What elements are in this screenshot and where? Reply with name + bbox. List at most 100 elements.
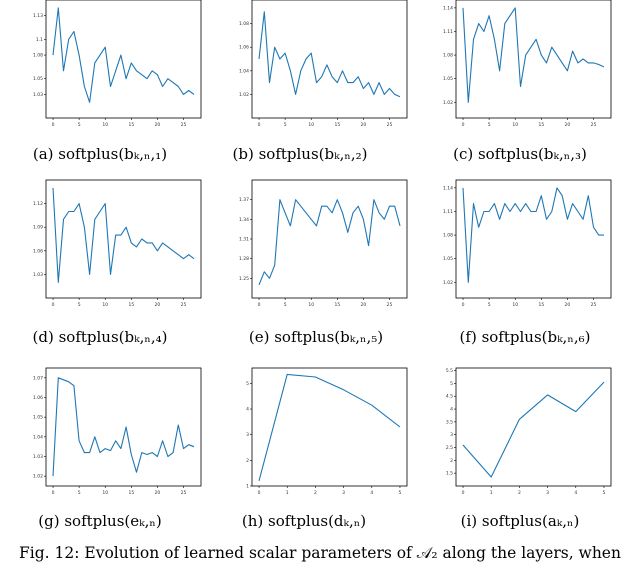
chart-panel-7: 0 5 10 15 20 25 1.02 1.03 1.04 1.05 1.06 1.07 [33,367,202,496]
chart-svg: 0 5 10 15 20 25 1.03 1.06 1.09 1.12 [33,179,202,308]
x-tick-label: 20 [155,122,161,128]
y-tick-label: 1.14 [443,185,453,191]
y-tick-label: 3 [450,432,453,438]
series-line [258,373,401,482]
chart-svg: 0 5 10 15 20 25 1.02 1.05 1.08 1.11 1.14 [443,0,612,128]
plot-frame [251,0,408,119]
y-tick-label: 1.02 [33,474,43,480]
y-tick-label: 1.02 [239,92,249,98]
x-tick-label: 4 [370,490,373,496]
y-tick-label: 1.02 [443,100,453,106]
x-tick-label: 4 [574,490,577,496]
chart-panel-3: 0 5 10 15 20 25 1.02 1.05 1.08 1.11 1.14 [443,0,612,128]
x-tick-label: 20 [361,122,367,128]
chart-svg: 0 1 2 3 4 5 1 2 3 4 5 [246,367,408,496]
x-tick-label: 20 [565,122,571,128]
x-tick-label: 0 [52,302,55,308]
chart-panel-9: 0 1 2 3 4 5 1.5 2 2.5 3 3.5 4 4.5 5 5.5 [446,367,612,496]
y-tick-label: 1.08 [443,53,453,59]
chart-svg: 0 5 10 15 20 25 1.02 1.04 1.06 1.08 [239,0,408,128]
y-tick-label: 1.05 [443,256,453,262]
series-line [52,7,195,103]
y-tick-label: 1.5 [446,471,453,477]
x-tick-label: 5 [488,122,491,128]
y-tick-label: 1.02 [443,280,453,286]
panel-caption: (b) softplus(bₖ,ₙ,₂) [232,145,368,163]
figure-caption: Fig. 12: Evolution of learned scalar par… [19,544,621,562]
y-tick-label: 1.31 [239,237,249,243]
y-tick-label: 1.08 [33,53,43,59]
x-tick-label: 25 [591,302,597,308]
x-tick-label: 2 [314,490,317,496]
series-line [258,199,401,286]
y-tick-label: 1.34 [239,217,249,223]
y-tick-label: 1.06 [239,45,249,51]
series-line [462,381,605,478]
panel-caption: (a) softplus(bₖ,ₙ,₁) [32,145,168,163]
x-tick-label: 25 [181,490,187,496]
x-tick-label: 15 [128,490,134,496]
y-tick-label: 1.25 [239,276,249,282]
x-tick-label: 0 [258,490,261,496]
y-tick-label: 1.11 [443,209,453,215]
x-tick-label: 0 [52,490,55,496]
chart-svg: 0 1 2 3 4 5 1.5 2 2.5 3 3.5 4 4.5 5 5.5 [446,367,612,496]
y-tick-label: 1.09 [33,225,43,231]
y-tick-label: 1.07 [33,375,43,381]
x-tick-label: 10 [102,490,108,496]
chart-svg: 0 5 10 15 20 25 1.03 1.05 1.08 1.1 1.13 [33,0,202,128]
x-tick-label: 25 [387,122,393,128]
plot-frame [45,367,202,487]
plot-frame [455,179,612,299]
y-tick-label: 4 [246,407,249,413]
y-tick-label: 1.12 [33,201,43,207]
plot-frame [455,0,612,119]
x-tick-label: 0 [462,490,465,496]
chart-svg: 0 5 10 15 20 25 1.02 1.03 1.04 1.05 1.06 1.07 [33,367,202,496]
y-tick-label: 1.05 [33,76,43,82]
x-tick-label: 5 [78,122,81,128]
chart-panel-1: 0 5 10 15 20 25 1.03 1.05 1.08 1.1 1.13 [33,0,202,128]
x-tick-label: 10 [512,302,518,308]
y-tick-label: 3 [246,432,249,438]
plot-frame [45,0,202,119]
plot-frame [455,367,612,487]
panel-caption: (e) softplus(bₖ,ₙ,₅) [248,328,384,346]
series-line [462,7,605,103]
chart-svg: 0 5 10 15 20 25 1.02 1.05 1.08 1.11 1.14 [443,179,612,308]
x-tick-label: 10 [308,122,314,128]
chart-svg: 0 5 10 15 20 25 1.25 1.28 1.31 1.34 1.37 [239,179,408,308]
y-tick-label: 5 [450,381,453,387]
y-tick-label: 4.5 [446,394,453,400]
x-tick-label: 3 [342,490,345,496]
x-tick-label: 0 [258,302,261,308]
series-line [52,187,195,283]
panel-caption: (i) softplus(aₖ,ₙ) [460,512,580,530]
x-tick-label: 0 [462,302,465,308]
y-tick-label: 1.28 [239,256,249,262]
y-tick-label: 1.37 [239,197,249,203]
series-line [462,187,604,283]
x-tick-label: 5 [488,302,491,308]
x-tick-label: 15 [538,302,544,308]
series-line [258,11,401,98]
panel-caption: (g) softplus(eₖ,ₙ) [38,512,162,530]
y-tick-label: 1.03 [33,272,43,278]
x-tick-label: 15 [128,122,134,128]
y-tick-label: 1.08 [443,233,453,239]
x-tick-label: 5 [78,490,81,496]
y-tick-label: 1.05 [443,76,453,82]
y-tick-label: 4 [450,407,453,413]
x-tick-label: 25 [181,302,187,308]
x-tick-label: 5 [603,490,606,496]
y-tick-label: 1.03 [33,92,43,98]
chart-panel-6: 0 5 10 15 20 25 1.02 1.05 1.08 1.11 1.14 [443,179,612,308]
x-tick-label: 10 [308,302,314,308]
x-tick-label: 10 [512,122,518,128]
x-tick-label: 3 [546,490,549,496]
plot-frame [251,367,408,487]
y-tick-label: 1.04 [239,68,249,74]
plot-frame [251,179,408,299]
y-tick-label: 1.08 [239,21,249,27]
y-tick-label: 1.03 [33,454,43,460]
